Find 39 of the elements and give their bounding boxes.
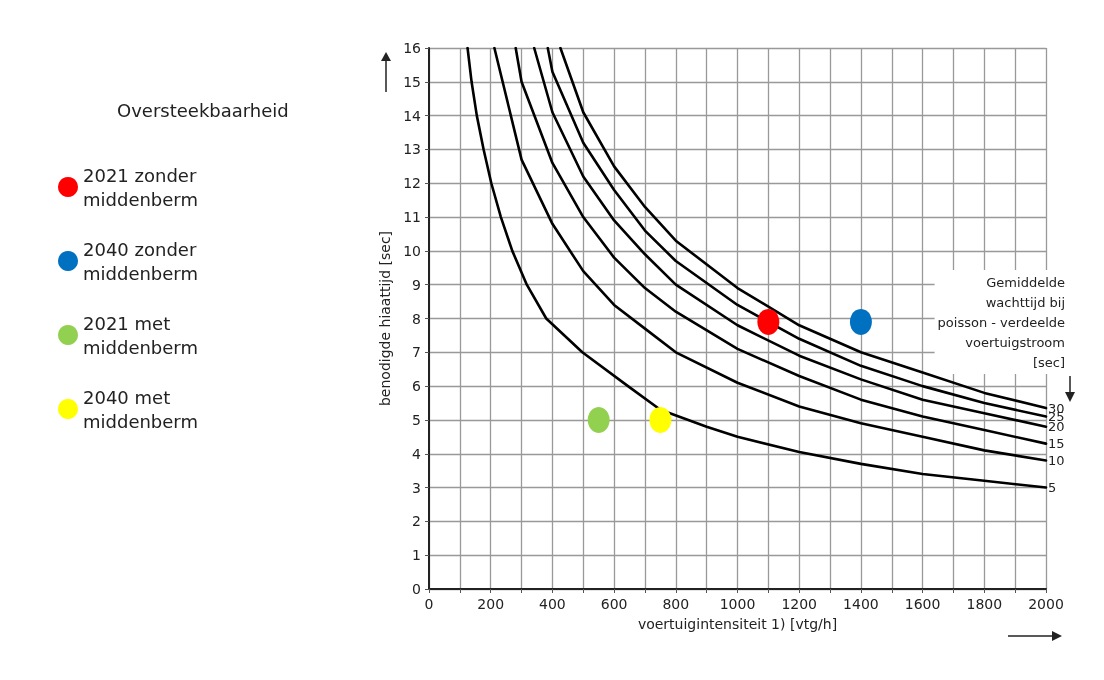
y-tick-label: 9: [412, 276, 421, 293]
y-tick-label: 12: [403, 175, 421, 192]
y-tick-label: 7: [412, 344, 421, 361]
x-tick-label: 1800: [966, 596, 1003, 612]
y-tick-label: 5: [412, 411, 421, 428]
y-tick-label: 6: [412, 378, 422, 395]
y-tick-label: 1: [412, 547, 421, 564]
legend-title: Oversteekbaarheid: [117, 99, 289, 121]
x-tick-label: 800: [662, 596, 690, 612]
x-tick-label: 1400: [843, 596, 879, 612]
y-tick-label: 15: [403, 73, 421, 90]
y-tick-label: 16: [403, 40, 422, 56]
series-label: 5: [1048, 480, 1057, 496]
series-label: 10: [1048, 453, 1065, 469]
y-tick-label: 4: [412, 445, 422, 462]
y-tick-label: 0: [412, 581, 421, 597]
series-label: 15: [1048, 436, 1065, 452]
legend-label: 2040 met middenberm: [83, 386, 198, 432]
x-axis-title: voertuigintensiteit 1) [vtg/h]: [637, 616, 838, 632]
y-tick-label: 3: [412, 479, 421, 496]
legend-label: 2040 zonder middenberm: [83, 238, 203, 284]
legend-label: 2021 zonder middenberm: [83, 164, 203, 210]
x-tick-label: 1600: [904, 596, 941, 612]
y-axis-title: benodigde hiaattijd [sec]: [377, 230, 394, 407]
y-tick-label: 10: [403, 242, 421, 259]
annotation: Gemiddelde wachttijd bij poisson - verdeelde voertuigstroom [sec]: [937, 274, 1065, 370]
y-tick-label: 8: [412, 310, 421, 327]
x-tick-label: 1000: [719, 596, 756, 612]
x-tick-label: 200: [477, 596, 505, 612]
x-tick-label: 1200: [781, 596, 818, 612]
x-tick-label: 0: [424, 596, 434, 612]
x-tick-label: 400: [539, 596, 566, 612]
x-tick-label: 2000: [1028, 596, 1064, 612]
legend-label: 2021 met middenberm: [83, 312, 198, 358]
y-tick-label: 2: [412, 513, 421, 530]
y-tick-label: 14: [403, 107, 422, 124]
y-tick-label: 13: [403, 141, 421, 158]
y-tick-label: 11: [403, 209, 421, 226]
x-tick-label: 600: [600, 596, 628, 612]
